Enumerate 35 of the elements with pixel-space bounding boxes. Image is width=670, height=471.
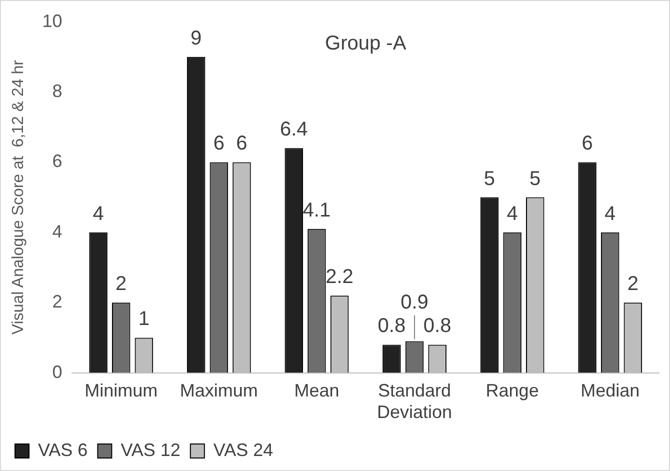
data-label: 5 <box>530 168 541 190</box>
data-label: 0.9 <box>400 292 428 314</box>
y-tick-label: 10 <box>42 10 62 31</box>
data-label: 2.2 <box>326 266 354 288</box>
data-label: 4 <box>604 202 616 225</box>
data-label: 1 <box>138 308 150 330</box>
text: Group -A <box>325 32 407 54</box>
y-tick-label: 6 <box>52 151 62 172</box>
y-tick-label: 2 <box>52 292 62 312</box>
x-tick-label: Minimum <box>84 380 158 401</box>
data-label: 6 <box>582 132 593 155</box>
data-label: 2 <box>116 273 127 296</box>
x-tick-label: Median <box>580 380 640 401</box>
x-tick-label: Range <box>486 380 539 401</box>
x-tick-label: Maximum <box>180 380 258 401</box>
y-tick-label: 8 <box>52 80 62 101</box>
data-label: 9 <box>190 27 202 50</box>
legend-label: VAS 6 <box>38 440 88 460</box>
legend-label: VAS 12 <box>120 440 180 460</box>
data-label: 6.4 <box>280 118 308 141</box>
data-label: 0.8 <box>423 315 452 338</box>
x-tick-label: Mean <box>294 380 340 401</box>
data-label: 0.8 <box>378 315 406 338</box>
y-tick-label: 0 <box>52 362 62 382</box>
y-tick-label: 4 <box>52 221 62 242</box>
data-label: 5 <box>484 168 496 190</box>
data-label: 6 <box>236 132 248 155</box>
x-tick-label: Standard Deviation <box>376 380 452 422</box>
legend-label: VAS 24 <box>213 440 274 460</box>
data-label: 6 <box>213 132 224 155</box>
y-axis-title: Visual Analogue Score at 6,12 & 24 hr <box>10 59 28 335</box>
data-label: 4 <box>92 202 104 225</box>
data-label: 2 <box>627 273 638 296</box>
data-label: 4.1 <box>302 199 331 222</box>
data-label: 4 <box>506 202 518 225</box>
